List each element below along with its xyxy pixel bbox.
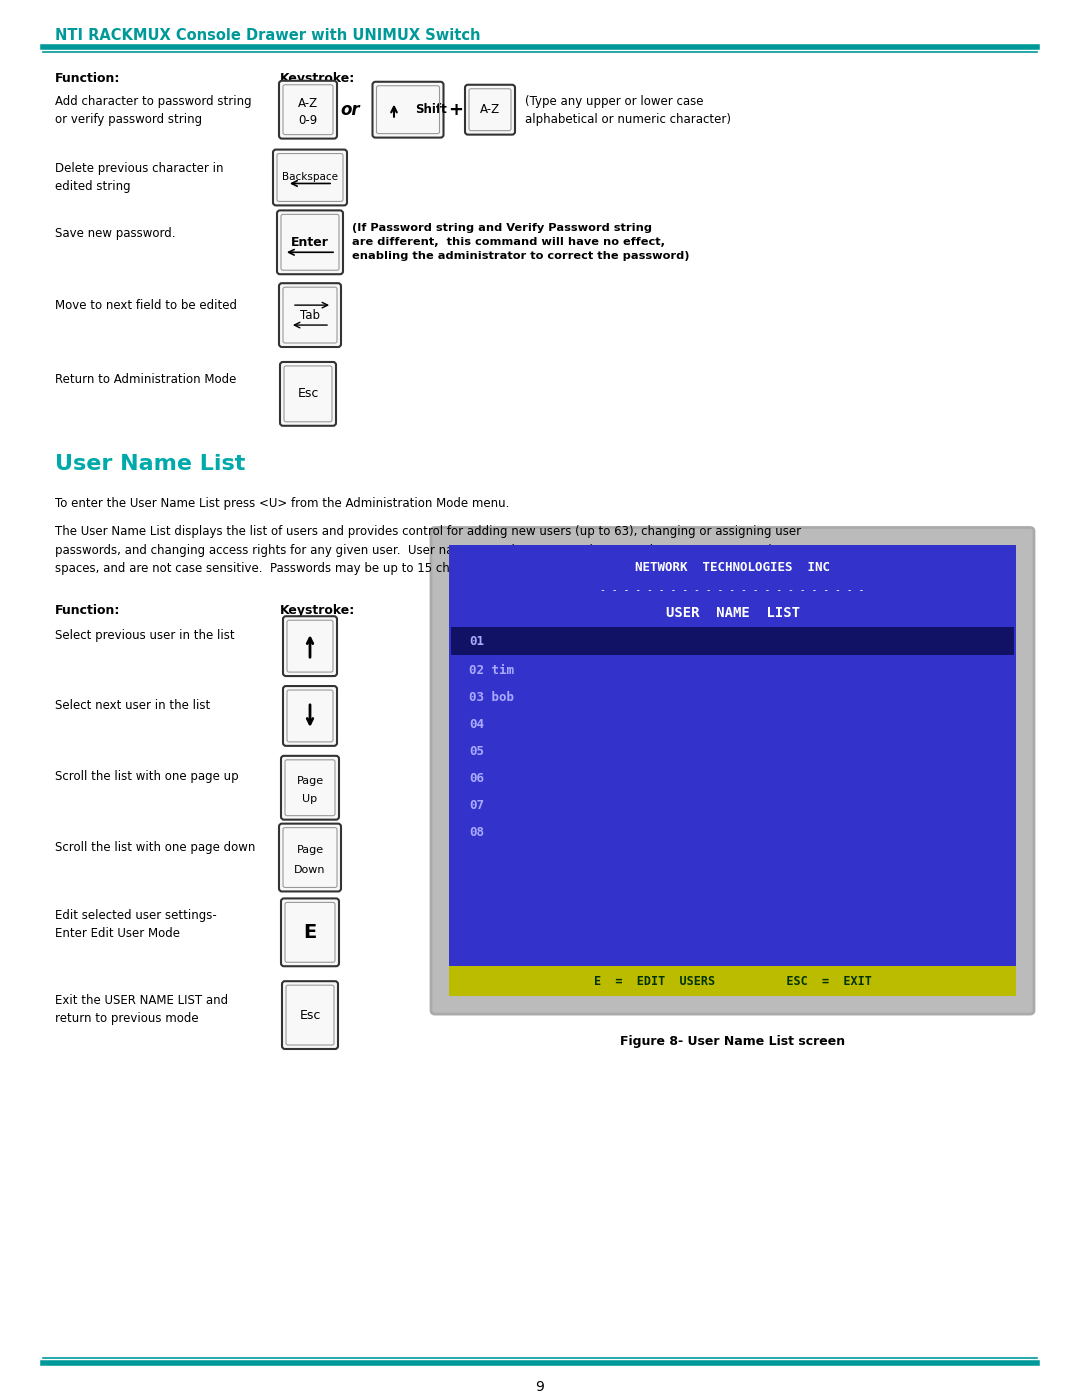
Text: 04: 04 [469, 718, 484, 731]
FancyBboxPatch shape [279, 284, 341, 346]
Text: Function:: Function: [55, 71, 120, 85]
FancyBboxPatch shape [282, 981, 338, 1049]
Text: 07: 07 [469, 799, 484, 812]
Text: Tab: Tab [300, 309, 320, 321]
Text: USER  NAME  LIST: USER NAME LIST [665, 606, 799, 620]
Text: 03 bob: 03 bob [469, 692, 514, 704]
Text: Select next user in the list: Select next user in the list [55, 698, 211, 712]
Text: Keystroke:: Keystroke: [280, 605, 355, 617]
Bar [449, 545, 1016, 996]
Text: Esc: Esc [297, 387, 319, 401]
Text: Up: Up [302, 795, 318, 805]
Text: - - - - - - - - - - - - - - - - - - - - - - -: - - - - - - - - - - - - - - - - - - - - … [600, 585, 865, 595]
Text: or: or [340, 101, 360, 119]
FancyBboxPatch shape [279, 81, 337, 138]
Text: 01: 01 [469, 634, 484, 648]
FancyBboxPatch shape [280, 362, 336, 426]
FancyBboxPatch shape [281, 756, 339, 820]
Text: A-Z: A-Z [298, 96, 319, 110]
Text: E: E [303, 923, 316, 942]
Text: User Name List: User Name List [55, 454, 245, 474]
FancyBboxPatch shape [273, 149, 347, 205]
Text: Backspace: Backspace [282, 172, 338, 183]
Text: Keystroke:: Keystroke: [280, 71, 355, 85]
Text: 0-9: 0-9 [298, 113, 318, 127]
Text: Save new password.: Save new password. [55, 228, 175, 240]
FancyBboxPatch shape [281, 898, 339, 967]
Text: (If Password string and Verify Password string
are different,  this command will: (If Password string and Verify Password … [352, 224, 689, 261]
Text: 05: 05 [469, 745, 484, 757]
Text: Move to next field to be edited: Move to next field to be edited [55, 299, 237, 312]
Text: NETWORK  TECHNOLOGIES  INC: NETWORK TECHNOLOGIES INC [635, 560, 831, 574]
Text: 02 tim: 02 tim [469, 664, 514, 678]
Text: Page: Page [296, 775, 324, 785]
Text: To enter the User Name List press <U> from the Administration Mode menu.: To enter the User Name List press <U> fr… [55, 496, 510, 510]
Text: Page: Page [296, 845, 324, 855]
Text: Return to Administration Mode: Return to Administration Mode [55, 373, 237, 386]
Text: (Type any upper or lower case
alphabetical or numeric character): (Type any upper or lower case alphabetic… [525, 95, 731, 126]
FancyBboxPatch shape [279, 824, 341, 891]
Bar [451, 627, 1014, 655]
Text: 08: 08 [469, 826, 484, 838]
Text: Enter: Enter [292, 236, 329, 249]
Text: The User Name List displays the list of users and provides control for adding ne: The User Name List displays the list of … [55, 525, 820, 576]
FancyBboxPatch shape [373, 82, 444, 138]
Text: +: + [448, 101, 463, 119]
Text: Add character to password string
or verify password string: Add character to password string or veri… [55, 95, 252, 126]
Text: Down: Down [294, 865, 326, 875]
FancyBboxPatch shape [283, 616, 337, 676]
FancyBboxPatch shape [276, 211, 343, 274]
Bar [449, 967, 1016, 996]
Text: Scroll the list with one page down: Scroll the list with one page down [55, 841, 255, 854]
Text: Function:: Function: [55, 605, 120, 617]
FancyBboxPatch shape [465, 85, 515, 134]
Text: 9: 9 [536, 1380, 544, 1394]
Text: Scroll the list with one page up: Scroll the list with one page up [55, 770, 239, 782]
Text: E  =  EDIT  USERS          ESC  =  EXIT: E = EDIT USERS ESC = EXIT [594, 975, 872, 988]
Text: Figure 8- User Name List screen: Figure 8- User Name List screen [620, 1035, 845, 1048]
Text: 06: 06 [469, 771, 484, 785]
FancyBboxPatch shape [431, 528, 1034, 1014]
Text: Select previous user in the list: Select previous user in the list [55, 629, 234, 643]
Text: NTI RACKMUX Console Drawer with UNIMUX Switch: NTI RACKMUX Console Drawer with UNIMUX S… [55, 28, 481, 43]
Text: Exit the USER NAME LIST and
return to previous mode: Exit the USER NAME LIST and return to pr… [55, 995, 228, 1025]
Text: Delete previous character in
edited string: Delete previous character in edited stri… [55, 162, 224, 193]
Text: A-Z: A-Z [480, 103, 500, 116]
Text: Esc: Esc [299, 1009, 321, 1021]
Text: Edit selected user settings-
Enter Edit User Mode: Edit selected user settings- Enter Edit … [55, 909, 217, 940]
Text: Shift: Shift [415, 103, 447, 116]
FancyBboxPatch shape [283, 686, 337, 746]
